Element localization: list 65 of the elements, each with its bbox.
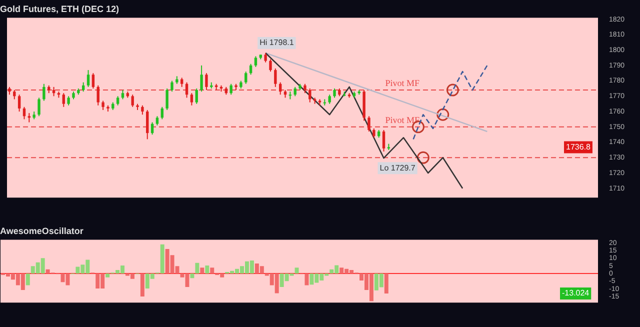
candlestick: [166, 88, 168, 111]
candlestick: [244, 71, 248, 84]
candlestick: [200, 64, 203, 92]
candlestick: [86, 70, 90, 88]
bar: [190, 274, 194, 278]
candlestick: [274, 68, 277, 88]
candlestick: [102, 100, 104, 111]
bar: [294, 268, 299, 274]
chart-title: AwesomeOscillator: [0, 226, 84, 236]
candlestick: [22, 106, 26, 120]
bar: [195, 262, 200, 274]
point: [446, 84, 459, 96]
candlestick: [185, 82, 188, 98]
candlestick: [92, 72, 95, 89]
candlestick: [52, 86, 56, 97]
candlestick: [62, 92, 65, 108]
candlestick: [328, 94, 331, 104]
annotation: 1736.8: [566, 142, 592, 152]
candlestick: [372, 128, 376, 138]
candlestick: [333, 88, 336, 98]
candlestick: [254, 56, 258, 68]
candlestick: [304, 83, 306, 94]
candlestick: [230, 83, 232, 96]
annotation: -13.024: [562, 288, 590, 298]
candlestick: [18, 94, 21, 112]
point: [436, 108, 450, 121]
candlestick: [170, 80, 174, 92]
point: [416, 151, 430, 164]
candlestick: [96, 84, 100, 106]
candlestick: [150, 122, 154, 136]
candlestick: [160, 106, 164, 120]
candlestick: [368, 116, 370, 132]
candlestick: [141, 104, 144, 116]
candlestick: [190, 92, 194, 106]
candlestick: [116, 96, 120, 106]
candlestick: [195, 88, 198, 104]
candlestick: [264, 52, 267, 63]
candlestick: [13, 90, 16, 100]
bar: [384, 274, 388, 294]
candlestick: [294, 86, 296, 97]
annotation: Hi 1798.1: [260, 38, 294, 48]
candlestick: [180, 77, 184, 88]
candlestick: [67, 96, 70, 106]
candlestick: [382, 129, 386, 152]
candlestick: [42, 83, 46, 102]
candlestick: [146, 110, 149, 140]
candlestick: [205, 72, 208, 91]
candlestick: [38, 97, 40, 117]
ref-line-label: Pivot MF: [385, 78, 420, 88]
candlestick: [308, 88, 312, 103]
bar: [106, 274, 110, 278]
bar: [205, 266, 210, 274]
bar: [210, 268, 214, 274]
candlestick: [156, 116, 159, 126]
bar: [26, 274, 30, 286]
candlestick: [249, 63, 252, 76]
annotation: Lo 1729.7: [380, 163, 416, 172]
bar: [140, 274, 144, 296]
candlestick: [131, 94, 134, 108]
chart-title: Gold Futures, ETH (DEC 12): [0, 4, 120, 14]
candlestick: [121, 90, 124, 100]
bar: [200, 268, 204, 274]
candlestick: [82, 82, 85, 92]
candlestick: [278, 82, 282, 96]
candlestick: [269, 58, 272, 72]
